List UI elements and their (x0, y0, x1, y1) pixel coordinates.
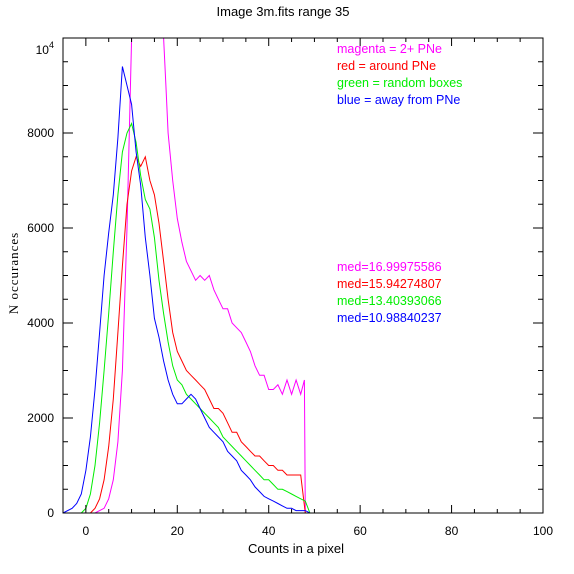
median-label: med=16.99975586 (337, 260, 442, 274)
legend-entry: magenta = 2+ PNe (337, 42, 442, 56)
median-label: med=15.94274807 (337, 277, 442, 291)
x-tick-label: 80 (445, 524, 459, 538)
series-line-3 (62, 66, 543, 514)
x-axis-label: Counts in a pixel (248, 541, 344, 556)
plot-frame (62, 37, 544, 514)
median-label: med=10.98840237 (337, 311, 442, 325)
series-layer (62, 37, 543, 514)
x-tick-label: 20 (171, 524, 185, 538)
y-top-label-exp: 4 (49, 40, 54, 50)
y-tick-label: 4000 (27, 316, 54, 330)
x-axis: 0 20 40 60 80 100 (62, 38, 553, 538)
x-tick-label: 60 (353, 524, 367, 538)
y-axis: 0 2000 4000 6000 8000 (27, 61, 543, 520)
x-tick-label: 0 (83, 524, 90, 538)
median-label: med=13.40393066 (337, 294, 442, 308)
series-line-0 (63, 37, 543, 514)
series-line-2 (63, 122, 543, 514)
y-axis-top-label: 104 (36, 40, 54, 57)
legend-entry: green = random boxes (337, 76, 462, 90)
series-line-1 (63, 155, 543, 514)
chart-title: Image 3m.fits range 35 (217, 4, 350, 19)
legend: magenta = 2+ PNe red = around PNe green = … (337, 42, 462, 107)
legend-entry: blue = away from PNe (337, 93, 460, 107)
y-axis-label: N occurances (6, 232, 21, 314)
y-tick-label: 0 (47, 506, 54, 520)
y-top-label-base: 10 (36, 43, 50, 57)
x-tick-label: 40 (262, 524, 276, 538)
x-tick-label: 100 (533, 524, 553, 538)
y-tick-label: 6000 (27, 221, 54, 235)
y-tick-label: 2000 (27, 411, 54, 425)
y-tick-label: 8000 (27, 126, 54, 140)
legend-entry: red = around PNe (337, 59, 436, 73)
median-labels: med=16.99975586 med=15.94274807 med=13.403… (337, 260, 442, 325)
